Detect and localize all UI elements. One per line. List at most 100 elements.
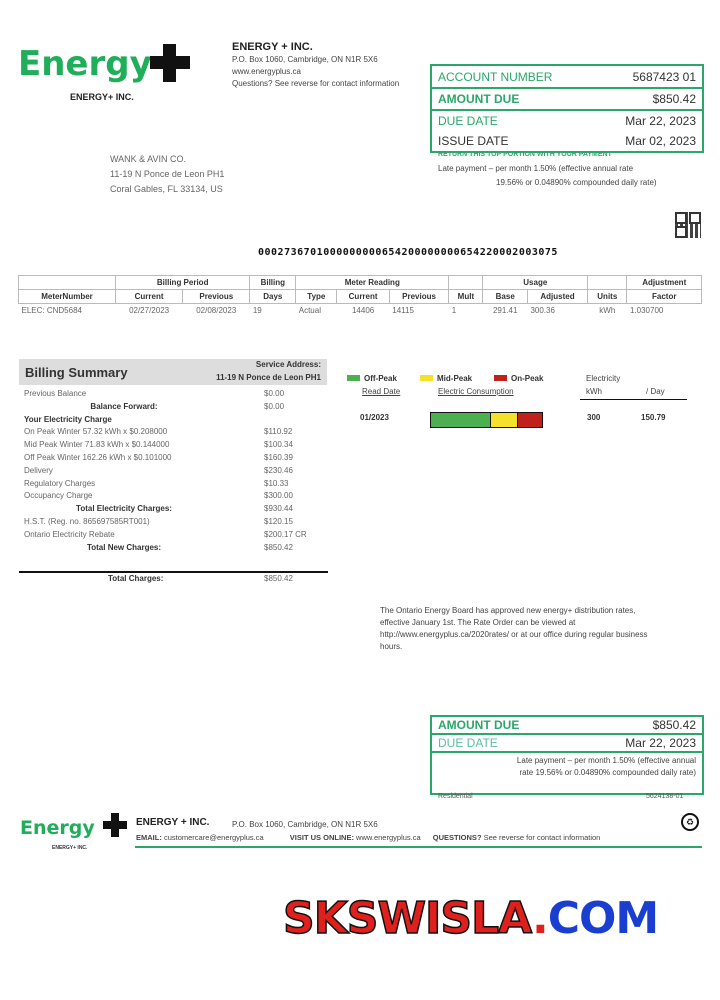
service-address-label: Service Address: bbox=[255, 360, 321, 369]
email-label: EMAIL: bbox=[136, 833, 162, 842]
group-header: Adjustment bbox=[626, 275, 702, 290]
group-header bbox=[18, 275, 116, 290]
notice-line: The Ontario Energy Board has approved ne… bbox=[380, 606, 636, 615]
row-amount: $0.00 bbox=[264, 389, 285, 398]
consumption-bar bbox=[430, 412, 543, 428]
email-link[interactable]: customercare@energyplus.ca bbox=[163, 833, 264, 842]
row-amount: $10.33 bbox=[264, 478, 289, 488]
kwh-value: 300 bbox=[587, 413, 601, 422]
row-label: Total Electricity Charges: bbox=[76, 504, 172, 514]
watermark-com: COM bbox=[547, 893, 659, 944]
column-header: Base bbox=[482, 289, 528, 304]
cell: 1 bbox=[451, 306, 457, 315]
notice-line: effective January 1st. The Rate Order ca… bbox=[380, 618, 576, 627]
footer-divider bbox=[135, 846, 702, 848]
billing-summary-row: Delivery $230.46 bbox=[24, 466, 314, 475]
cell: 1.030700 bbox=[629, 306, 664, 315]
notice-line: http://www.energyplus.ca/2020rates/ or a… bbox=[380, 630, 648, 639]
stub-late-line2: rate 19.56% or 0.04890% compounded daily… bbox=[519, 768, 696, 777]
table-header: MeterNumber Current Previous Days Type C… bbox=[18, 289, 702, 304]
footer-contact-line: EMAIL: customercare@energyplus.ca VISIT … bbox=[136, 833, 600, 842]
cell: 14115 bbox=[392, 306, 414, 315]
billing-summary-row: Your Electricity Charge bbox=[24, 415, 314, 424]
table-row: ELEC: CND5684 02/27/2023 02/08/2023 19 A… bbox=[19, 304, 702, 318]
column-header: Previous bbox=[388, 289, 450, 304]
row-amount: $200.17 CR bbox=[264, 529, 307, 539]
rate-notice: The Ontario Energy Board has approved ne… bbox=[380, 605, 710, 653]
divider bbox=[19, 571, 328, 573]
account-box: ACCOUNT NUMBER 5687423 01 AMOUNT DUE $850.… bbox=[430, 64, 704, 153]
cell: 02/27/2023 bbox=[129, 306, 170, 315]
column-header: Units bbox=[587, 289, 628, 304]
column-header: MeterNumber bbox=[18, 289, 116, 304]
cell: 14406 bbox=[351, 306, 375, 315]
column-header: Days bbox=[249, 289, 297, 304]
logo-wordmark: Energy bbox=[18, 44, 152, 84]
row-label: Your Electricity Charge bbox=[24, 414, 112, 424]
per-day-value: 150.79 bbox=[641, 413, 666, 422]
billing-summary-row: Ontario Electricity Rebate $200.17 CR bbox=[24, 530, 314, 539]
footer-company-name: ENERGY + INC. bbox=[136, 817, 210, 828]
consumption-segment-off-peak bbox=[431, 413, 491, 427]
row-label: Mid Peak Winter 71.83 kWh x $0.144000 bbox=[24, 440, 170, 450]
row-label: Ontario Electricity Rebate bbox=[24, 529, 115, 539]
group-header: Usage bbox=[482, 275, 589, 290]
group-header: Billing bbox=[249, 275, 297, 290]
group-header bbox=[587, 275, 628, 290]
consumption-segment-on-peak bbox=[517, 413, 542, 427]
stub-late-line1: Late payment – per month 1.50% (effectiv… bbox=[516, 756, 696, 765]
row-amount: $930.44 bbox=[264, 504, 293, 514]
cell: 19 bbox=[252, 306, 262, 315]
legend-label: On-Peak bbox=[511, 374, 544, 383]
legend-swatch bbox=[420, 375, 433, 381]
stub-amount-due-label: AMOUNT DUE bbox=[438, 718, 520, 732]
billing-summary-row: Occupancy Charge $300.00 bbox=[24, 491, 314, 500]
late-payment-line1: Late payment – per month 1.50% (effectiv… bbox=[438, 164, 634, 173]
column-header: Factor bbox=[626, 289, 702, 304]
recycle-icon: ♻ bbox=[681, 813, 699, 831]
stub-amount-due: $850.42 bbox=[652, 718, 696, 732]
return-note: RETURN THIS TOP PORTION WITH YOUR PAYMEN… bbox=[438, 151, 612, 158]
footer-logo-subtitle: ENERGY+ INC. bbox=[52, 845, 88, 851]
row-label: H.S.T. (Reg. no. 865697585RT001) bbox=[24, 517, 150, 526]
company-questions: Questions? See reverse for contact infor… bbox=[232, 79, 400, 88]
table-group-header: Billing Period Billing Meter Reading Usa… bbox=[18, 275, 702, 290]
row-label: Previous Balance bbox=[24, 389, 87, 398]
row-amount: $120.15 bbox=[264, 517, 293, 526]
website-link[interactable]: www.energyplus.ca bbox=[356, 833, 421, 842]
electricity-label: Electricity bbox=[586, 374, 621, 383]
read-date-label: Read Date bbox=[362, 387, 401, 396]
amount-due-label: AMOUNT DUE bbox=[438, 92, 520, 106]
row-label: Delivery bbox=[24, 465, 53, 475]
due-date: Mar 22, 2023 bbox=[625, 114, 696, 128]
questions-text: See reverse for contact information bbox=[483, 833, 601, 842]
row-amount: $850.42 bbox=[264, 542, 293, 552]
late-payment-line2: 19.56% or 0.04890% compounded daily rate… bbox=[496, 178, 657, 187]
column-header: Type bbox=[295, 289, 338, 304]
stub-due-date-label: DUE DATE bbox=[438, 736, 498, 750]
divider bbox=[580, 399, 687, 400]
customer-city: Coral Gables, FL 33134, US bbox=[110, 184, 223, 194]
questions-label: QUESTIONS? bbox=[432, 833, 482, 842]
column-header: Mult bbox=[448, 289, 484, 304]
company-website: www.energyplus.ca bbox=[232, 67, 301, 76]
row-amount: $110.92 bbox=[264, 427, 293, 437]
consumption-label: Electric Consumption bbox=[438, 387, 514, 396]
ocr-scanline: 0002736701000000000654200000000654220002… bbox=[258, 247, 558, 258]
watermark: SKSWISLA.COM bbox=[282, 892, 659, 945]
customer-address: WANK & AVIN CO. 11-19 N Ponce de Leon PH… bbox=[110, 152, 224, 197]
row-amount: $300.00 bbox=[264, 491, 293, 501]
notice-line: hours. bbox=[380, 642, 403, 651]
amount-due: $850.42 bbox=[652, 92, 696, 106]
legend-label: Mid-Peak bbox=[437, 374, 473, 383]
row-amount: $0.00 bbox=[264, 401, 285, 411]
billing-summary-row: On Peak Winter 57.32 kWh x $0.208000 $110… bbox=[24, 427, 314, 436]
account-number-label: ACCOUNT NUMBER bbox=[438, 69, 553, 84]
consumption-segment-mid-peak bbox=[490, 413, 518, 427]
billing-summary-row: Previous Balance $0.00 bbox=[24, 389, 314, 398]
legend-swatch bbox=[494, 375, 507, 381]
footer-logo-wordmark: Energy bbox=[20, 817, 95, 839]
group-header: Billing Period bbox=[114, 275, 251, 290]
read-date: 01/2023 bbox=[360, 413, 389, 422]
